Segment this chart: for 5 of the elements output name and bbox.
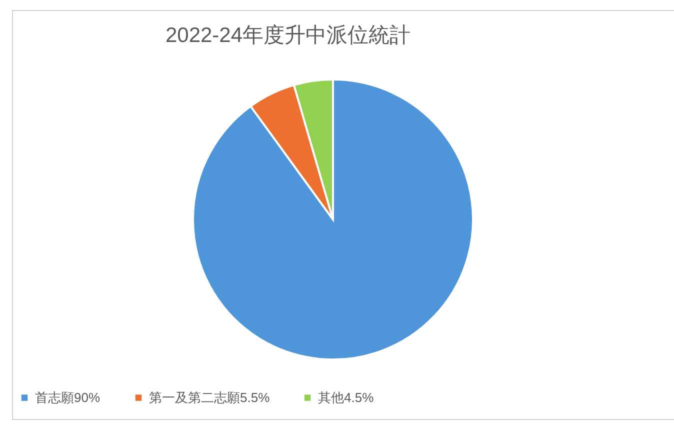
pie-slice [192, 78, 474, 360]
legend-label: 首志願90% [35, 390, 100, 405]
legend-label: 其他4.5% [318, 390, 374, 405]
chart-title: 2022-24年度升中派位統計 [165, 24, 411, 47]
legend-label: 第一及第二志願5.5% [149, 390, 270, 405]
